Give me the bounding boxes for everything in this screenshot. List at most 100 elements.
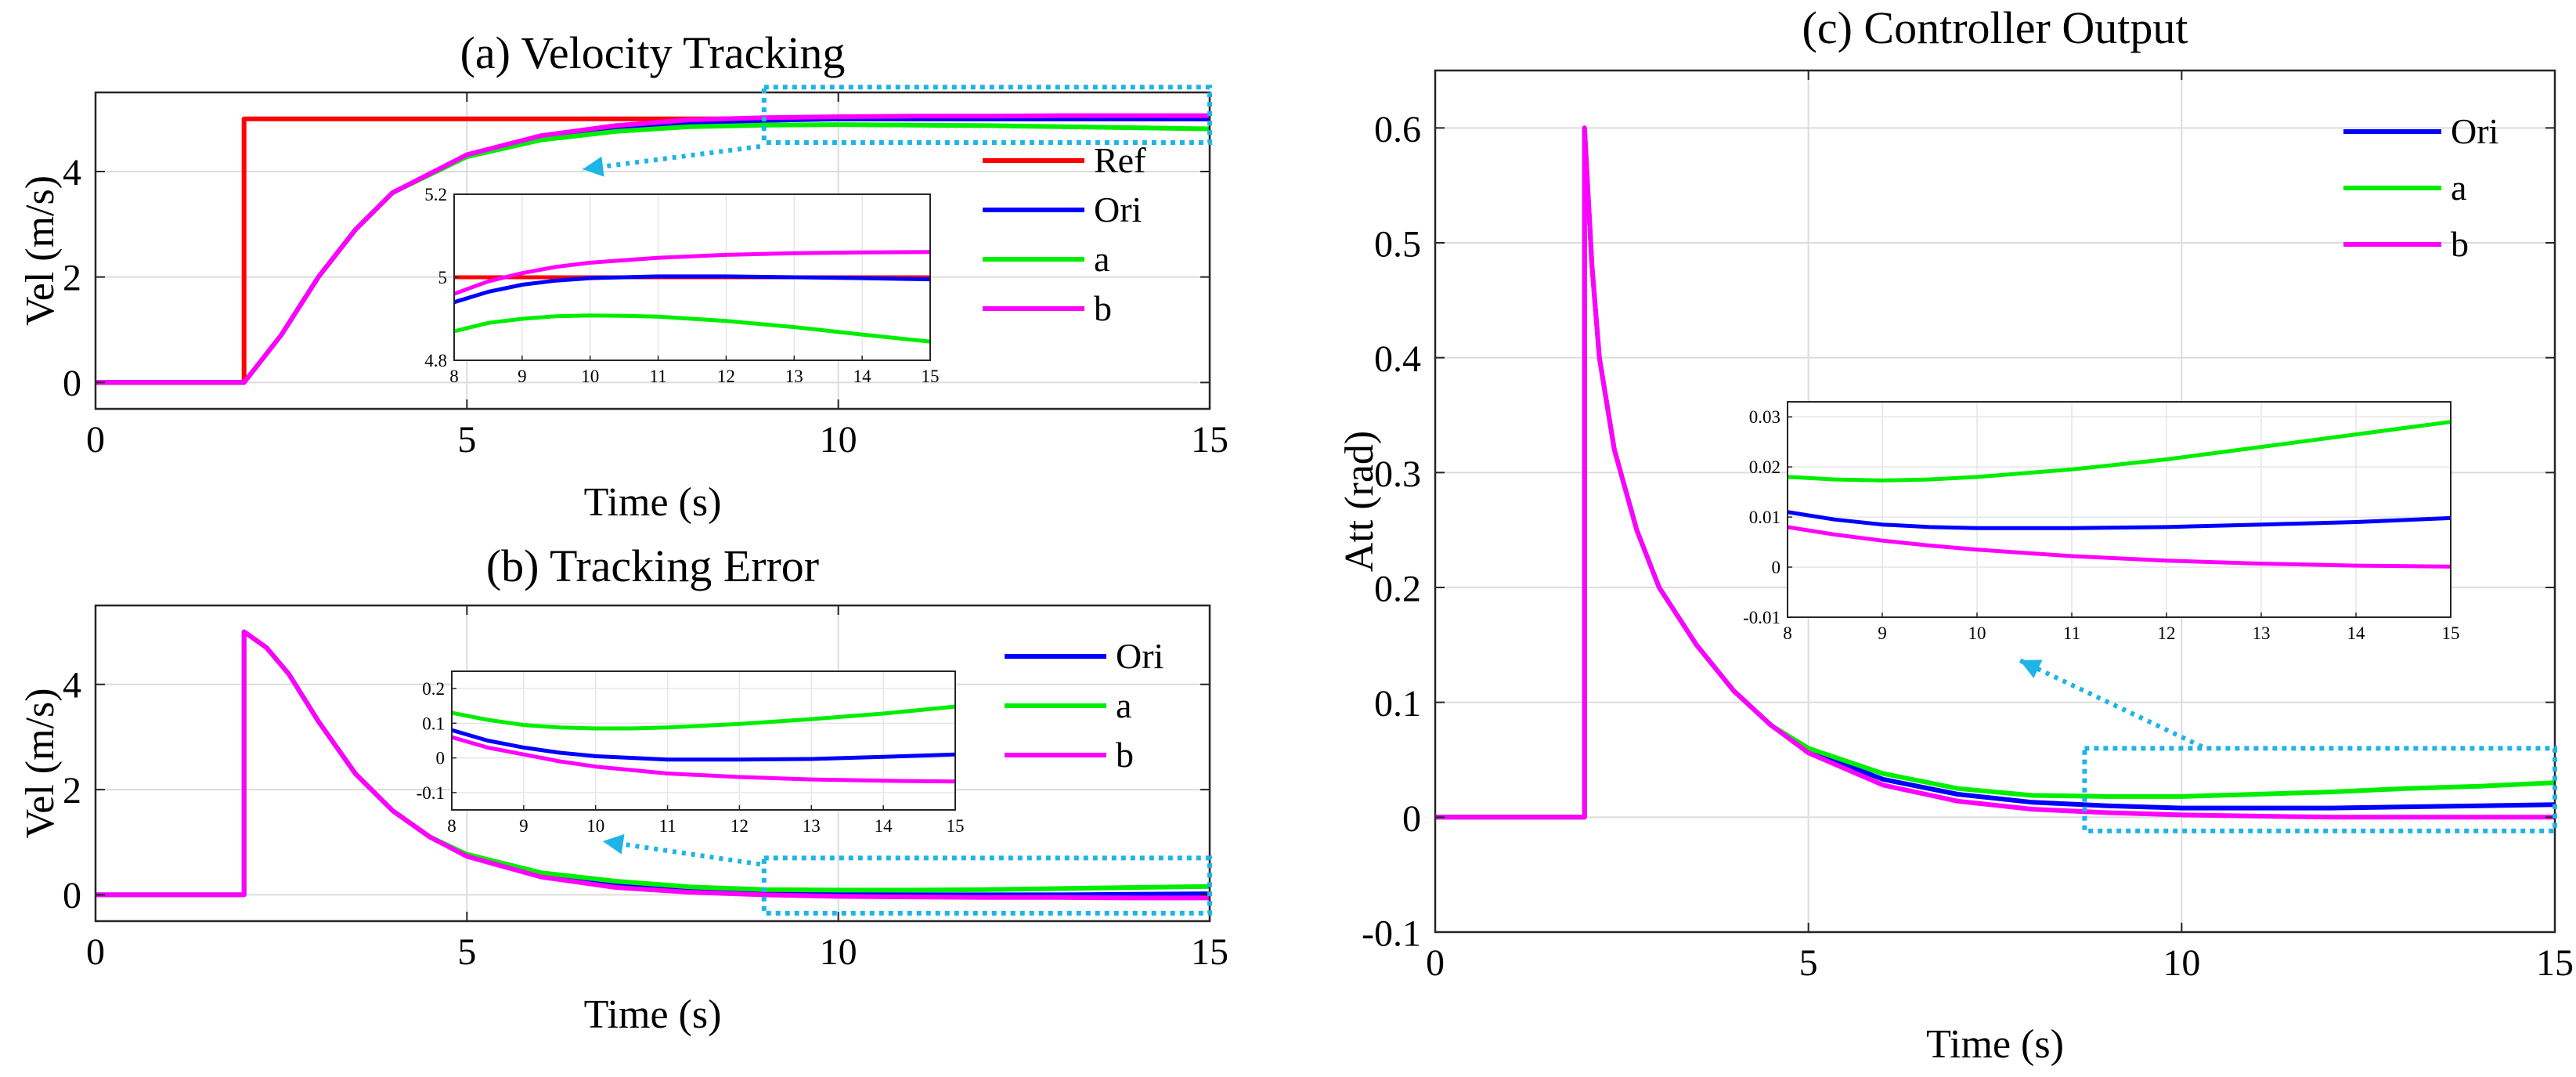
inset-series-group-c (1788, 420, 2451, 569)
inset-x-tick-label-c-7: 15 (2442, 623, 2460, 643)
inset-x-tick-label-a-1: 9 (518, 367, 527, 386)
inset-x-tick-label-a-5: 13 (785, 367, 803, 386)
y-tick-label-c-2: 0.1 (1374, 683, 1421, 725)
inset-line-a-ori (454, 274, 930, 305)
x-tick-label-c-2: 10 (2163, 942, 2200, 984)
x-tick-label-a-0: 0 (86, 419, 105, 461)
inset-y-tick-label-b-0: -0.1 (417, 783, 445, 803)
x-tick-label-c-0: 0 (1426, 942, 1445, 984)
inset-x-tick-label-c-4: 12 (2158, 623, 2176, 643)
zoom-arrow-head-c (2019, 660, 2043, 678)
legend-label-c-b: b (2451, 224, 2469, 264)
inset-x-tick-label-a-7: 15 (922, 367, 940, 386)
x-tick-label-b-0: 0 (86, 931, 105, 973)
y-tick-label-a-0: 0 (63, 363, 81, 404)
y-axis-label-a: Vel (m/s) (18, 175, 63, 326)
inset-y-tick-label-c-4: 0.03 (1749, 407, 1780, 427)
y-axis-label-b: Vel (m/s) (18, 688, 63, 838)
y-tick-label-b-1: 2 (63, 770, 81, 811)
inset-y-tick-label-a-0: 4.8 (424, 351, 447, 370)
inset-x-tick-label-a-3: 11 (649, 367, 666, 386)
inset-y-tick-label-b-1: 0 (436, 749, 446, 768)
inset-line-a-a (454, 313, 930, 344)
inset-line-a-b (454, 250, 930, 296)
legend-label-a-ori: Ori (1094, 190, 1142, 229)
series-line-a-b (96, 113, 1210, 385)
series-line-c-b (1435, 125, 2555, 820)
inset-x-tick-label-a-2: 10 (581, 367, 599, 386)
inset-y-tick-label-c-2: 0.01 (1749, 508, 1780, 527)
y-tick-label-c-6: 0.5 (1374, 224, 1421, 266)
inset-line-c-b (1788, 525, 2451, 569)
controller-output-chart: 0 5 10 15-0.100.10.20.30.40.50.6(c) Control… (1337, 2, 2574, 1067)
inset-line-c-ori (1788, 510, 2451, 530)
inset-x-tick-label-b-7: 15 (947, 816, 965, 836)
axes-frame-c (1434, 69, 2556, 934)
inset-bg-b (452, 671, 955, 810)
inset-frame-b (451, 670, 956, 811)
legend-label-a-ref: Ref (1094, 140, 1146, 180)
series-group-b (96, 629, 1210, 901)
inset-x-tick-label-a-6: 14 (853, 367, 872, 386)
inset-y-tick-label-c-1: 0 (1772, 558, 1781, 577)
inset-x-tick-label-b-3: 11 (658, 816, 676, 836)
zoom-box-b (761, 855, 1212, 916)
inset-x-tick-label-b-0: 8 (447, 816, 456, 836)
zoom-box-c (2082, 746, 2557, 833)
inset-x-tick-label-c-2: 10 (1968, 623, 1986, 643)
tracking-error-chart: 0 5 10 15 0 2 4 (b) Tracking Error Time (s) Vel (… (18, 540, 1228, 1037)
chart-title-b: (b) Tracking Error (486, 540, 819, 591)
y-tick-label-c-7: 0.6 (1374, 109, 1421, 150)
inset-x-tick-label-c-0: 8 (1783, 623, 1792, 643)
inset-x-tick-label-b-2: 10 (586, 816, 604, 836)
velocity-tracking-chart: 0 5 10 15 0 2 4 (a) Velocity Tracking Time (s) Ve… (18, 27, 1228, 525)
legend-label-a-a: a (1094, 239, 1109, 279)
series-group-a (96, 113, 1210, 385)
zoom-arrow-head-b (602, 833, 625, 855)
legend-label-c-a: a (2451, 168, 2466, 208)
inset-x-tick-label-b-5: 13 (803, 816, 821, 836)
inset-line-b-ori (452, 728, 955, 762)
x-axis-label-a: Time (s) (584, 480, 722, 525)
inset-x-tick-label-c-3: 11 (2063, 623, 2080, 643)
axes-frame-a (94, 91, 1211, 410)
x-tick-label-b-2: 10 (820, 931, 857, 973)
zoom-arrow-line-a (582, 143, 761, 172)
chart-title-a: (a) Velocity Tracking (460, 27, 846, 78)
inset-x-tick-label-b-4: 12 (731, 816, 749, 836)
series-group-c (1435, 125, 2555, 820)
y-tick-label-b-0: 0 (63, 875, 81, 916)
y-tick-label-c-0: -0.1 (1362, 913, 1421, 955)
x-tick-label-c-3: 15 (2536, 942, 2574, 984)
zoom-box-a (761, 85, 1212, 145)
x-axis-label-c: Time (s) (1926, 1022, 2064, 1067)
inset-x-tick-label-b-1: 9 (519, 816, 529, 836)
zoom-arrow-line-b (602, 839, 761, 867)
y-axis-label-c: Att (rad) (1337, 431, 1382, 572)
inset-x-tick-label-c-1: 9 (1878, 623, 1887, 643)
inset-x-tick-label-c-6: 14 (2347, 623, 2366, 643)
inset-y-tick-label-c-0: -0.01 (1743, 608, 1780, 627)
inset-y-tick-label-b-3: 0.2 (422, 679, 445, 699)
x-axis-label-b: Time (s) (584, 992, 722, 1037)
inset-y-tick-label-c-3: 0.02 (1749, 457, 1780, 477)
x-tick-label-a-3: 15 (1191, 419, 1228, 461)
chart-title-c: (c) Controller Output (1802, 2, 2188, 53)
x-tick-label-b-3: 15 (1191, 931, 1228, 973)
zoom-arrow-head-a (583, 156, 604, 177)
inset-y-tick-label-a-1: 5 (438, 268, 448, 287)
inset-x-tick-label-a-0: 8 (449, 367, 459, 386)
y-tick-label-a-1: 2 (63, 257, 81, 298)
x-tick-label-c-1: 5 (1799, 942, 1818, 984)
x-tick-label-b-1: 5 (457, 931, 476, 973)
legend-label-b-b: b (1116, 735, 1134, 775)
x-tick-label-a-1: 5 (457, 419, 476, 461)
inset-y-tick-label-b-2: 0.1 (422, 714, 445, 733)
inset-y-tick-label-a-2: 5.2 (424, 185, 447, 204)
y-tick-label-c-3: 0.2 (1374, 569, 1421, 610)
inset-line-c-a (1788, 420, 2451, 482)
inset-series-group-a (454, 250, 930, 344)
axes-frame-b (94, 604, 1211, 923)
series-line-b-b (96, 629, 1210, 901)
